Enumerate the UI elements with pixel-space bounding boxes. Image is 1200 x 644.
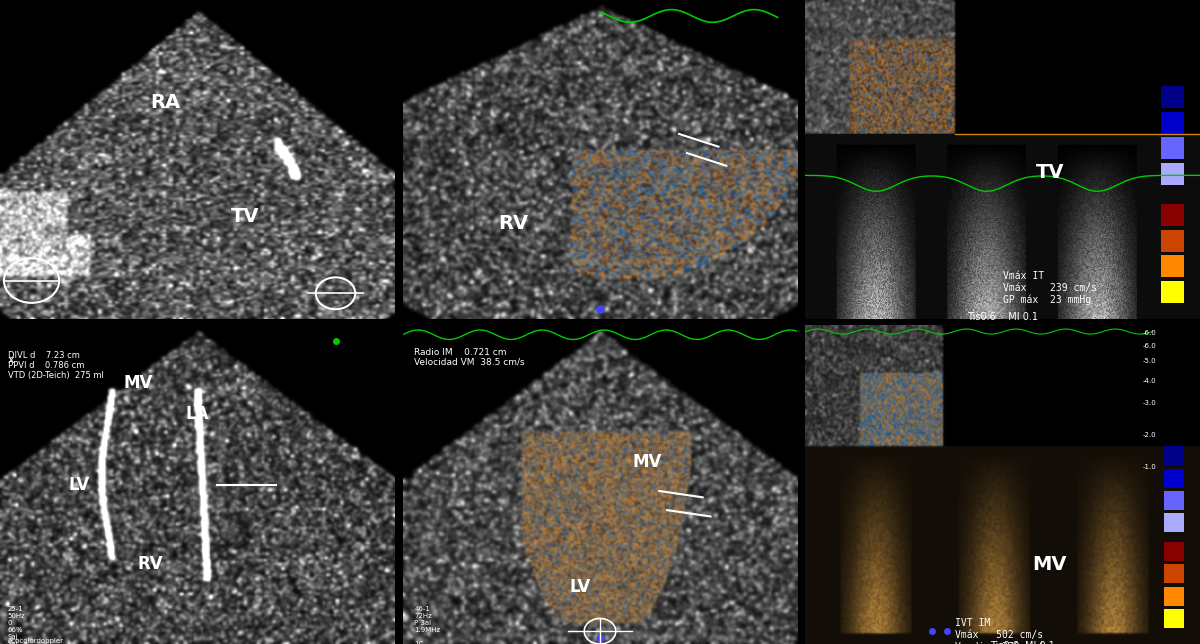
Text: LV: LV — [68, 476, 90, 493]
Text: TV: TV — [1036, 163, 1064, 182]
Text: TV: TV — [230, 207, 259, 226]
Text: RV: RV — [137, 555, 163, 573]
FancyBboxPatch shape — [1160, 281, 1184, 303]
Text: -1.0: -1.0 — [1142, 464, 1157, 469]
Text: x: x — [8, 355, 14, 365]
Text: -6.0: -6.0 — [1142, 343, 1157, 348]
Text: -4.0: -4.0 — [1142, 377, 1157, 384]
FancyBboxPatch shape — [1164, 609, 1184, 628]
FancyBboxPatch shape — [1164, 469, 1184, 488]
Text: MV: MV — [124, 374, 152, 392]
FancyBboxPatch shape — [1164, 542, 1184, 561]
Text: Vmáx IT
Vmáx    239 cm/s
GP máx  23 mmHg: Vmáx IT Vmáx 239 cm/s GP máx 23 mmHg — [1003, 271, 1097, 305]
Text: ecocolordoppler
fnorma: ecocolordoppler fnorma — [8, 638, 64, 644]
FancyBboxPatch shape — [1164, 564, 1184, 583]
FancyBboxPatch shape — [1164, 513, 1184, 533]
FancyBboxPatch shape — [1164, 491, 1184, 510]
Text: MV: MV — [1033, 554, 1067, 574]
FancyBboxPatch shape — [1160, 86, 1184, 108]
Text: LV: LV — [570, 578, 590, 596]
FancyBboxPatch shape — [1160, 137, 1184, 160]
Text: RV: RV — [498, 214, 528, 232]
Text: -2.0: -2.0 — [1142, 431, 1157, 438]
Text: Tis0.6    MI 0.1: Tis0.6 MI 0.1 — [967, 312, 1038, 323]
Text: RA: RA — [151, 93, 181, 111]
Text: -6.0: -6.0 — [1142, 330, 1157, 336]
Text: LA: LA — [186, 406, 209, 424]
Text: -3.0: -3.0 — [1142, 400, 1157, 406]
FancyBboxPatch shape — [1160, 229, 1184, 252]
FancyBboxPatch shape — [1160, 111, 1184, 134]
Text: Tis0.6  MI 0.1: Tis0.6 MI 0.1 — [990, 641, 1055, 644]
Text: DIVL d    7.23 cm
PPVI d    0.786 cm
VTD (2D-Teich)  275 ml: DIVL d 7.23 cm PPVI d 0.786 cm VTD (2D-T… — [8, 351, 103, 381]
Text: MV: MV — [632, 453, 662, 471]
Text: -5.0: -5.0 — [1142, 359, 1157, 365]
Text: 25-1
50Hz
0
66%
Saj
Saj
PanNorm: 25-1 50Hz 0 66% Saj Saj PanNorm — [8, 606, 40, 644]
FancyBboxPatch shape — [1160, 204, 1184, 226]
Text: Radio IM    0.721 cm
Velocidad VM  38.5 cm/s: Radio IM 0.721 cm Velocidad VM 38.5 cm/s — [414, 348, 526, 367]
Text: 46-1
72Hz
P 3al
1.9MHz

1C
2.5MHz
2.5MHz
1.3 2.6: 46-1 72Hz P 3al 1.9MHz 1C 2.5MHz 2.5MHz … — [414, 606, 440, 644]
FancyBboxPatch shape — [1160, 162, 1184, 185]
Text: IVT IM
Vmáx   502 cm/s
Vmedia  370 cm/s
GP máx  101 mmHg
GP medio  62 mmHg
IVT  : IVT IM Vmáx 502 cm/s Vmedia 370 cm/s GP … — [955, 618, 1055, 644]
FancyBboxPatch shape — [1164, 587, 1184, 606]
FancyBboxPatch shape — [1160, 255, 1184, 278]
FancyBboxPatch shape — [1164, 446, 1184, 466]
